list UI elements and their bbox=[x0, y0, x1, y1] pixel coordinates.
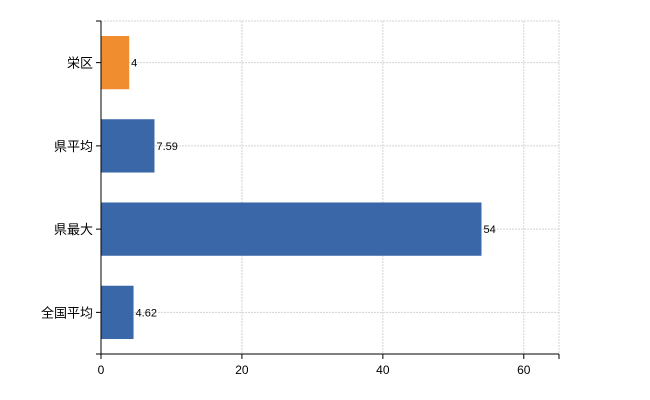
data-label-0: 4 bbox=[131, 58, 137, 70]
x-tick-label-0: 0 bbox=[98, 363, 105, 377]
category-label-0: 栄区 bbox=[67, 57, 93, 72]
bar-0 bbox=[101, 35, 130, 90]
category-label-3: 全国平均 bbox=[41, 305, 93, 321]
bar-2 bbox=[101, 202, 482, 256]
category-label-2: 県最大 bbox=[54, 223, 93, 238]
grid-lines bbox=[101, 20, 560, 354]
axes bbox=[96, 20, 560, 359]
x-tick-label-3: 60 bbox=[517, 363, 531, 377]
bars bbox=[101, 35, 482, 340]
data-label-1: 7.59 bbox=[156, 141, 177, 153]
data-label-3: 4.62 bbox=[136, 307, 157, 319]
x-tick-label-1: 20 bbox=[235, 363, 249, 377]
x-tick-label-2: 40 bbox=[376, 363, 390, 377]
data-label-2: 54 bbox=[483, 224, 495, 236]
category-label-1: 県平均 bbox=[54, 140, 93, 155]
bar-1 bbox=[101, 119, 155, 173]
bar-3 bbox=[101, 285, 134, 340]
